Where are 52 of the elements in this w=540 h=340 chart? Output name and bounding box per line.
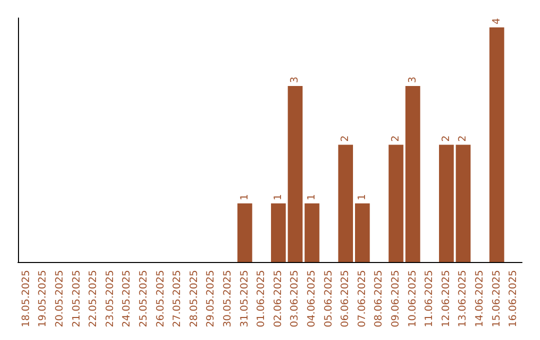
bar bbox=[489, 27, 504, 262]
data-label: 3 bbox=[407, 76, 418, 84]
x-tick-label: 05.06.2025 bbox=[323, 270, 334, 328]
x-tick-label: 18.05.2025 bbox=[20, 270, 32, 328]
x-tick-label: 23.05.2025 bbox=[104, 270, 116, 328]
x-tick-label: 03.06.2025 bbox=[290, 270, 301, 328]
x-tick-label: 27.05.2025 bbox=[172, 270, 184, 328]
x-tick-label: 02.06.2025 bbox=[272, 270, 284, 328]
data-label: 1 bbox=[356, 194, 368, 200]
x-tick-label: 09.06.2025 bbox=[390, 270, 402, 328]
x-tick-label: 04.06.2025 bbox=[306, 270, 318, 328]
x-tick-label: 30.05.2025 bbox=[222, 270, 234, 328]
x-tick-label: 28.05.2025 bbox=[188, 270, 200, 328]
bar bbox=[237, 203, 252, 262]
x-tick-label: 15.06.2025 bbox=[491, 270, 502, 328]
data-label: 3 bbox=[290, 76, 301, 84]
x-tick-label: 26.05.2025 bbox=[155, 270, 166, 328]
x-tick-label: 01.06.2025 bbox=[256, 270, 268, 328]
data-label: 2 bbox=[340, 135, 352, 142]
bar bbox=[439, 144, 454, 262]
bar bbox=[304, 203, 320, 262]
data-label: 1 bbox=[272, 194, 284, 200]
x-tick-label: 29.05.2025 bbox=[206, 270, 217, 328]
x-tick-label: 12.06.2025 bbox=[440, 270, 452, 328]
bar bbox=[388, 144, 404, 262]
bar bbox=[288, 86, 303, 262]
x-tick-label: 11.06.2025 bbox=[424, 270, 436, 328]
data-label: 1 bbox=[306, 194, 318, 200]
x-tick-label: 06.06.2025 bbox=[340, 270, 352, 328]
data-label: 2 bbox=[458, 135, 469, 142]
x-tick-label: 19.05.2025 bbox=[38, 270, 49, 328]
x-tick-label: 08.06.2025 bbox=[374, 270, 385, 328]
bar bbox=[271, 203, 286, 262]
x-tick-label: 21.05.2025 bbox=[71, 270, 82, 328]
x-tick-label: 20.05.2025 bbox=[54, 270, 66, 328]
x-tick-label: 10.06.2025 bbox=[407, 270, 418, 328]
x-tick-label: 13.06.2025 bbox=[458, 270, 469, 328]
data-label: 2 bbox=[390, 135, 402, 142]
x-tick-label: 24.05.2025 bbox=[122, 270, 133, 328]
x-tick-label: 25.05.2025 bbox=[138, 270, 150, 328]
data-label: 1 bbox=[239, 194, 250, 200]
x-tick-label: 07.06.2025 bbox=[356, 270, 368, 328]
bar bbox=[405, 86, 420, 262]
x-tick-label: 14.06.2025 bbox=[474, 270, 486, 328]
bar bbox=[456, 144, 471, 262]
x-tick-label: 22.05.2025 bbox=[88, 270, 100, 328]
data-label: 2 bbox=[440, 135, 452, 142]
bar bbox=[355, 203, 370, 262]
x-tick-label: 16.06.2025 bbox=[508, 270, 520, 328]
data-label: 4 bbox=[491, 18, 502, 24]
x-tick-label: 31.05.2025 bbox=[239, 270, 250, 328]
bar bbox=[338, 144, 353, 262]
